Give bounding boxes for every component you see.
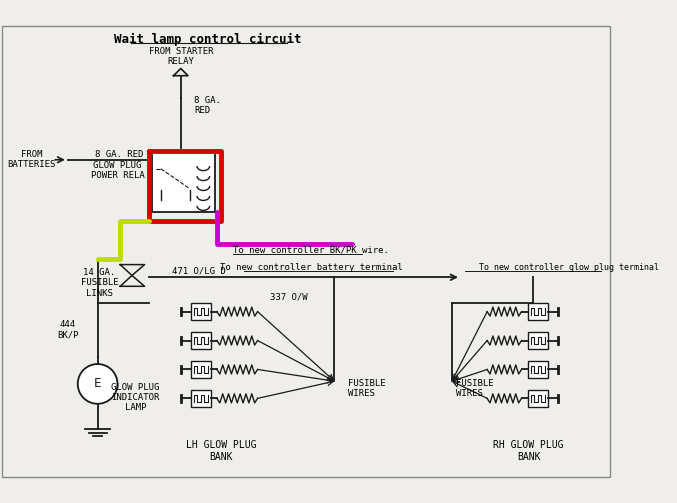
Bar xyxy=(528,361,548,378)
Text: E: E xyxy=(94,377,102,390)
Text: FUSIBLE
WIRES: FUSIBLE WIRES xyxy=(456,379,494,398)
Bar xyxy=(528,390,548,406)
Text: FROM
BATTERIES: FROM BATTERIES xyxy=(7,150,56,170)
Bar xyxy=(152,151,215,212)
Text: 14 GA.
FUSIBLE
LINKS: 14 GA. FUSIBLE LINKS xyxy=(81,268,118,298)
Text: RH GLOW PLUG
BANK: RH GLOW PLUG BANK xyxy=(494,440,564,462)
Text: 471 O/LG D: 471 O/LG D xyxy=(172,267,225,276)
Bar xyxy=(191,390,211,406)
Bar xyxy=(528,303,548,320)
Text: 8 GA. RED: 8 GA. RED xyxy=(95,150,144,159)
Text: 337 O/W: 337 O/W xyxy=(270,293,308,302)
Bar xyxy=(191,303,211,320)
Text: Wait lamp control circuit: Wait lamp control circuit xyxy=(114,33,302,46)
Text: To new controller battery terminal: To new controller battery terminal xyxy=(221,263,403,272)
Bar xyxy=(528,332,548,349)
Text: FROM STARTER
RELAY: FROM STARTER RELAY xyxy=(148,47,213,66)
Text: FUSIBLE
WIRES: FUSIBLE WIRES xyxy=(348,379,386,398)
Text: 444
BK/P: 444 BK/P xyxy=(57,320,79,340)
Text: GLOW PLUG
INDICATOR
LAMP: GLOW PLUG INDICATOR LAMP xyxy=(112,383,160,412)
Text: GLOW PLUG
POWER RELA: GLOW PLUG POWER RELA xyxy=(91,161,144,180)
Text: 8 GA.
RED: 8 GA. RED xyxy=(194,96,221,115)
Text: LH GLOW PLUG
BANK: LH GLOW PLUG BANK xyxy=(186,440,257,462)
Bar xyxy=(191,332,211,349)
Text: To new controller glow plug terminal: To new controller glow plug terminal xyxy=(479,263,659,272)
Circle shape xyxy=(78,364,118,404)
Text: To new controller BK/PK wire.: To new controller BK/PK wire. xyxy=(233,245,389,255)
Bar xyxy=(191,361,211,378)
